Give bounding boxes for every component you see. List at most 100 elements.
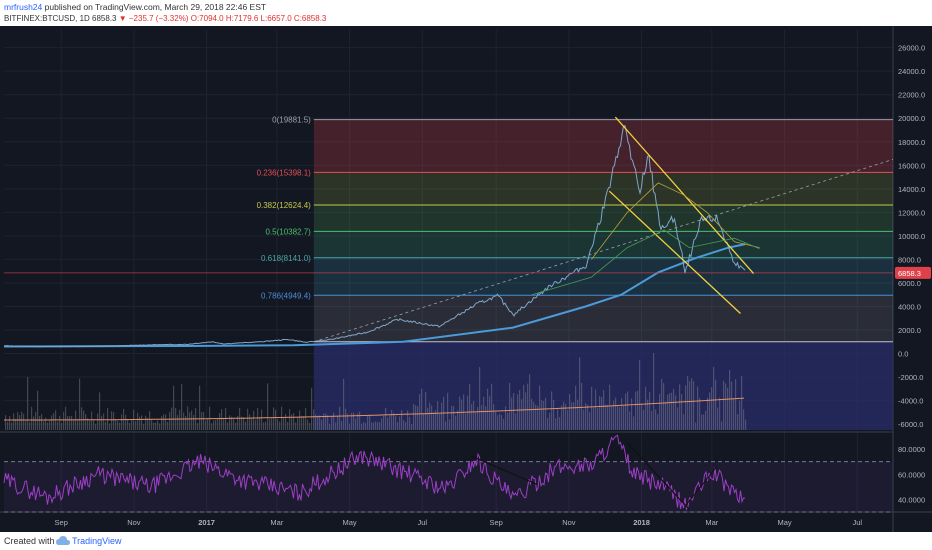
- volume-bar: [559, 417, 561, 430]
- volume-bar: [129, 422, 131, 430]
- volume-bar: [721, 421, 723, 430]
- volume-bar: [503, 418, 505, 430]
- volume-bar: [373, 422, 375, 430]
- volume-bar: [733, 398, 735, 430]
- volume-bar: [297, 417, 299, 430]
- volume-bar: [687, 375, 689, 430]
- volume-bar: [5, 415, 7, 430]
- y-tick-label: 26000.0: [898, 44, 925, 53]
- volume-bar: [309, 423, 311, 430]
- x-tick-label: Sep: [55, 518, 68, 527]
- volume-bar: [299, 410, 301, 430]
- volume-bar: [383, 415, 385, 430]
- ohlc-values: O:7094.0 H:7179.6 L:6657.0 C:6858.3: [190, 14, 327, 23]
- volume-bar: [441, 402, 443, 430]
- volume-bar: [399, 416, 401, 430]
- x-tick-label: Sep: [489, 518, 502, 527]
- volume-bar: [739, 400, 741, 430]
- volume-bar: [435, 410, 437, 430]
- volume-bar: [665, 401, 667, 430]
- rsi-trend-line: [469, 454, 537, 485]
- volume-bar: [77, 419, 79, 430]
- tradingview-brand[interactable]: TradingView: [72, 536, 122, 546]
- footer: Created with TradingView: [0, 532, 932, 550]
- volume-bar: [725, 383, 727, 430]
- volume-bar: [19, 415, 21, 430]
- volume-bar: [147, 417, 149, 430]
- volume-bar: [571, 402, 573, 430]
- rsi-y-tick-label: 60.0000: [898, 470, 925, 479]
- volume-bar: [379, 422, 381, 430]
- volume-bar: [73, 419, 75, 430]
- volume-bar: [705, 410, 707, 430]
- volume-bar: [619, 407, 621, 430]
- volume-bar: [657, 414, 659, 430]
- volume-bar: [389, 415, 391, 430]
- volume-bar: [595, 389, 597, 430]
- volume-bar: [203, 411, 205, 430]
- volume-bar: [405, 422, 407, 430]
- chart-area[interactable]: 0(19881.5) 0.236(15398.1) 0.382(12624.4) 0.…: [0, 26, 932, 532]
- volume-bar: [461, 399, 463, 430]
- volume-bar: [71, 415, 73, 430]
- volume-bar: [197, 423, 199, 430]
- y-tick-label: 24000.0: [898, 67, 925, 76]
- volume-bar: [229, 415, 231, 430]
- volume-bar: [707, 397, 709, 430]
- volume-bar: [475, 411, 477, 430]
- chart-svg[interactable]: 0(19881.5) 0.236(15398.1) 0.382(12624.4) 0.…: [0, 26, 932, 532]
- volume-bar: [517, 394, 519, 430]
- volume-bar: [509, 382, 511, 430]
- volume-bar: [565, 403, 567, 430]
- volume-bar: [635, 391, 637, 430]
- volume-bar: [603, 390, 605, 430]
- volume-bar: [621, 398, 623, 430]
- volume-bar: [525, 392, 527, 430]
- volume-bar: [731, 381, 733, 430]
- volume-bar: [531, 398, 533, 430]
- volume-bar: [87, 418, 89, 430]
- volume-bar: [499, 413, 501, 430]
- volume-bar: [33, 416, 35, 430]
- volume-bar: [377, 421, 379, 430]
- volume-bar: [27, 377, 29, 430]
- volume-bar: [663, 383, 665, 430]
- volume-bar: [111, 411, 113, 430]
- volume-bar: [223, 417, 225, 430]
- volume-bar: [537, 405, 539, 430]
- author-link[interactable]: mrfrush24: [4, 2, 43, 12]
- volume-bar: [715, 379, 717, 430]
- volume-bar: [337, 416, 339, 430]
- fib-band: [313, 205, 894, 232]
- volume-bar: [41, 414, 43, 430]
- y-tick-label: 14000.0: [898, 185, 925, 194]
- volume-bar: [239, 407, 241, 430]
- volume-bar: [393, 412, 395, 430]
- publish-line: mrfrush24 published on TradingView.com, …: [4, 2, 266, 13]
- volume-bar: [109, 423, 111, 430]
- volume-bar: [149, 411, 151, 430]
- volume-bar: [99, 392, 101, 430]
- rsi-line: [3, 434, 746, 511]
- cloud-line: [591, 182, 760, 260]
- volume-bar: [577, 399, 579, 430]
- volume-bar: [353, 412, 355, 430]
- volume-bar: [419, 394, 421, 430]
- volume-bar: [485, 406, 487, 430]
- volume-bar: [607, 404, 609, 430]
- volume-bar: [93, 419, 95, 430]
- volume-bar: [411, 423, 413, 430]
- volume-bar: [243, 416, 245, 430]
- volume-bar: [321, 419, 323, 430]
- volume-bar: [349, 423, 351, 430]
- volume-bar: [253, 410, 255, 430]
- volume-bar: [431, 405, 433, 430]
- volume-bar: [341, 420, 343, 430]
- volume-bar: [633, 416, 635, 430]
- volume-bar: [155, 422, 157, 430]
- volume-bar: [617, 405, 619, 430]
- x-tick-label: May: [777, 518, 791, 527]
- volume-bar: [119, 422, 121, 430]
- volume-bar: [187, 406, 189, 430]
- volume-bar: [15, 418, 17, 430]
